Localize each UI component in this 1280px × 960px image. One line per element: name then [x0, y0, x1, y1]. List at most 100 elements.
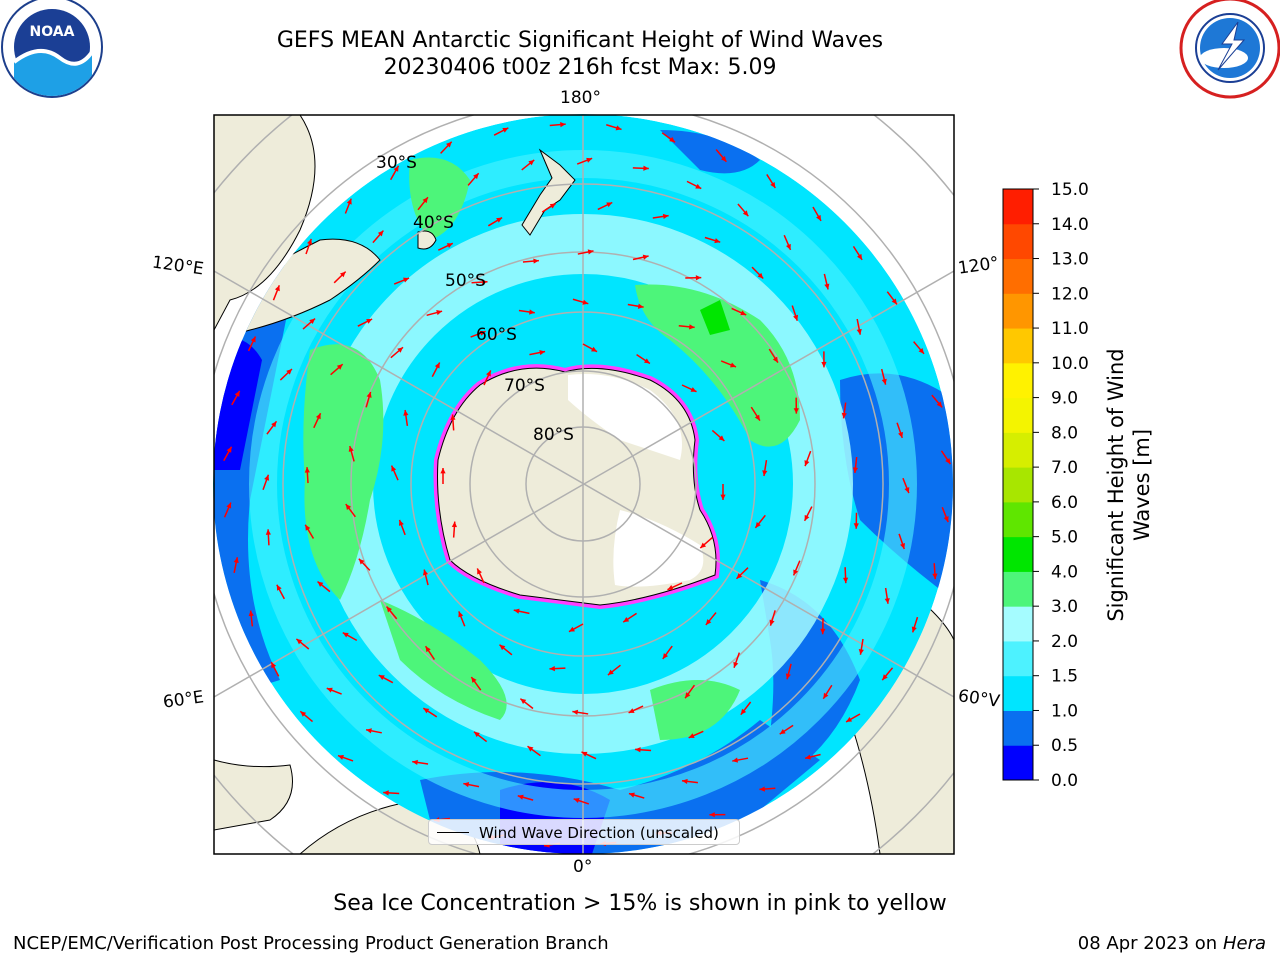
wave-arrow-head	[628, 792, 635, 798]
wave-arrow-head	[264, 474, 270, 481]
wave-arrow-head	[481, 279, 488, 285]
wave-arrow-head	[250, 336, 256, 343]
wave-arrow-head	[904, 487, 910, 494]
wave-arrow-head	[720, 155, 727, 162]
wave-arrow-head	[856, 253, 863, 260]
wave-arrow-head	[271, 421, 277, 428]
wave-arrow-head	[785, 243, 791, 250]
colorbar-segment	[1003, 328, 1033, 364]
colorbar-tick-label: 6.0	[1051, 493, 1078, 513]
wave-arrow-head	[248, 610, 254, 617]
colorbar-segment	[1003, 536, 1033, 572]
colorbar-tick-label: 14.0	[1051, 215, 1089, 235]
wave-arrow-head	[366, 391, 372, 398]
wave-arrow-head	[339, 271, 346, 278]
colorbar-segment	[1003, 745, 1033, 781]
colorbar-tick-label: 1.0	[1051, 701, 1078, 721]
wave-arrow-head	[779, 728, 786, 735]
wave-arrow-head	[336, 364, 343, 370]
wave-arrow-head	[736, 573, 743, 579]
lat-label-50s: 50°S	[445, 271, 486, 291]
colorbar: 0.0 0.5 1.0 1.5 2.0 3.0 4.0 5.0 6.0 7.0 8.0 9.0 10.0…	[1002, 180, 1089, 791]
wave-arrow-head	[932, 573, 938, 580]
wave-arrow-head	[436, 310, 443, 316]
wave-arrow-head	[898, 431, 903, 438]
wave-arrow-head	[317, 581, 324, 587]
wave-arrow-head	[412, 759, 418, 766]
wave-arrow-head	[755, 521, 761, 528]
legend-text: Wind Wave Direction (unscaled)	[479, 824, 719, 842]
wave-arrow-head	[615, 125, 622, 131]
wave-arrow-head	[425, 646, 431, 653]
wave-arrow-head	[568, 626, 575, 632]
wave-arrow-head	[669, 136, 676, 143]
wave-arrow-head	[446, 141, 452, 148]
wave-arrow-head	[635, 747, 641, 753]
wave-arrow-head	[793, 408, 799, 414]
wave-arrow-head	[582, 299, 589, 305]
wave-arrow-head	[856, 328, 862, 335]
wave-arrow-head	[793, 569, 799, 576]
lon-label-0: 0°	[573, 857, 593, 877]
wave-arrow-head	[440, 468, 446, 474]
wave-arrow-head	[754, 414, 760, 421]
wave-arrow-head	[527, 746, 534, 752]
wave-arrow-head	[623, 617, 630, 623]
wave-arrow-head	[386, 606, 393, 613]
wave-arrow-head	[446, 243, 453, 249]
wave-arrow-head	[733, 661, 739, 668]
colorbar-tick-label: 8.0	[1051, 423, 1078, 443]
colorbar-segment	[1003, 223, 1033, 260]
wave-arrow-head	[366, 728, 372, 734]
wave-arrow-head	[757, 272, 764, 279]
colorbar-tick-label: 0.0	[1051, 771, 1078, 791]
wave-arrow-head	[304, 467, 310, 473]
wave-arrow-head	[348, 446, 354, 452]
wave-arrow-head	[533, 258, 539, 264]
colorbar-tick-label: 9.0	[1051, 389, 1078, 409]
colorbar-tick-label: 2.0	[1051, 632, 1078, 652]
lon-label-180: 180°	[560, 88, 601, 108]
colorbar-tick-label: 12.0	[1051, 284, 1089, 304]
footer-date: 08 Apr 2023 on Hera	[1078, 933, 1266, 954]
forecast-date: 20230406 t00z 216h fcst	[383, 55, 661, 80]
wave-arrow-head	[681, 778, 688, 785]
wave-arrow-head	[586, 157, 593, 163]
wave-arrow-head	[378, 675, 385, 681]
wave-arrow-head	[884, 598, 890, 604]
wave-arrow-head	[911, 626, 917, 633]
wave-arrow-head	[858, 649, 864, 655]
wave-arrow-head	[690, 387, 697, 392]
wave-arrow-head	[730, 362, 737, 368]
colorbar-segment	[1003, 258, 1033, 294]
wave-arrow-head	[695, 183, 702, 189]
legend-line-icon	[437, 832, 469, 833]
wave-arrow-head	[473, 173, 479, 180]
wave-arrow-head	[572, 709, 579, 715]
colorbar-segment	[1003, 432, 1033, 468]
wave-arrow-head	[740, 708, 747, 715]
wave-arrow-head	[450, 414, 456, 421]
wave-arrow-head	[662, 653, 669, 659]
wave-arrow-head	[458, 611, 464, 618]
wave-arrow-head	[403, 410, 409, 416]
colorbar-segment	[1003, 675, 1033, 711]
wave-arrow-head	[772, 356, 778, 363]
colorbar-label: Significant Height of Wind Waves [m]	[1103, 348, 1155, 621]
wave-arrow-head	[234, 390, 240, 397]
wave-arrow-head	[945, 458, 951, 465]
wave-arrow-head	[762, 470, 768, 476]
wave-arrow-head	[770, 182, 776, 189]
wave-arrow-head	[841, 412, 847, 419]
lat-label-40s: 40°S	[413, 213, 454, 233]
wave-arrow-head	[226, 446, 232, 453]
wave-arrow-head	[309, 318, 316, 325]
wave-arrow-head	[300, 711, 307, 717]
colorbar-segment	[1003, 362, 1033, 399]
colorbar-segment	[1003, 606, 1033, 642]
wave-arrow-head	[342, 632, 349, 638]
colorbar-label-line2: Waves [m]	[1130, 428, 1154, 542]
wave-arrow-head	[513, 608, 520, 614]
wave-arrow-head	[346, 198, 352, 205]
